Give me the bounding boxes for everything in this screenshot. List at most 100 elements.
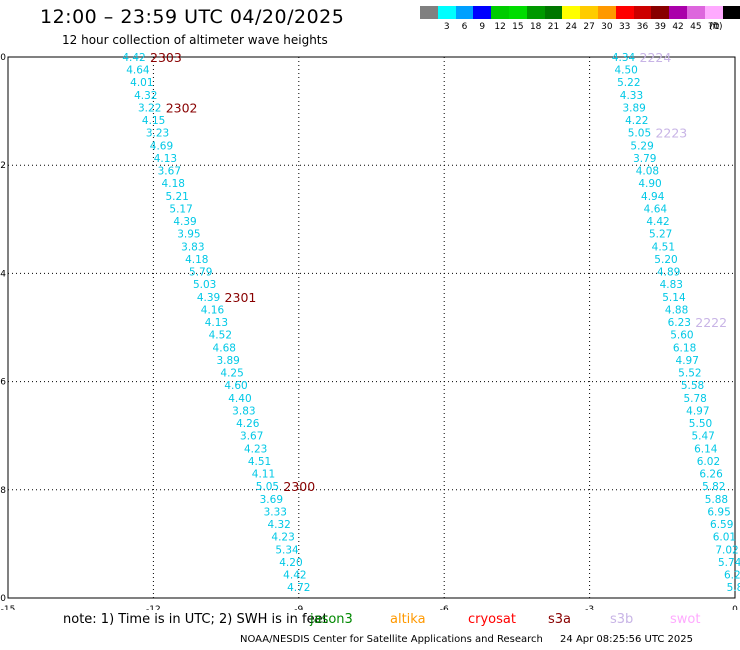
wave-height-label: 4.23	[244, 443, 267, 455]
legend-cell: 9	[473, 6, 492, 32]
legend-swatch	[615, 6, 634, 19]
wave-height-label: 4.97	[686, 405, 709, 417]
wave-height-label: 5.22	[617, 77, 640, 89]
legend-cell: 42	[669, 6, 687, 32]
wave-height-label: 4.97	[676, 355, 699, 367]
pass-time-label: 2223	[655, 126, 687, 141]
legend-swatch	[633, 6, 652, 19]
legend-swatch	[722, 6, 740, 19]
legend-cell: 33	[615, 6, 634, 32]
wave-height-label: 4.11	[252, 469, 275, 481]
wave-height-label: 3.95	[177, 229, 200, 241]
wave-height-label: 4.34	[612, 52, 636, 64]
wave-height-label: 5.8	[727, 582, 740, 594]
wave-height-label: 4.15	[142, 115, 165, 127]
wave-height-label: 4.88	[665, 304, 688, 316]
legend-swatch	[420, 6, 438, 19]
legend-cell: 6	[455, 6, 474, 32]
wave-height-label: 5.60	[670, 330, 693, 342]
legend-cell: 21	[544, 6, 563, 32]
legend-swatch	[544, 6, 563, 19]
legend-label: 24	[565, 22, 577, 32]
wave-height-label: 6.18	[673, 342, 696, 354]
lat-tick-label: -22	[0, 161, 6, 171]
pass-time-label: 2301	[225, 290, 257, 305]
legend-swatch	[508, 6, 527, 19]
wave-height-label: 4.40	[228, 393, 251, 405]
legend-label: 30	[601, 22, 613, 32]
legend-cell	[722, 6, 740, 32]
page-subtitle: 12 hour collection of altimeter wave hei…	[62, 33, 328, 47]
wave-height-label: 4.42	[283, 570, 306, 582]
page-title: 12:00 – 23:59 UTC 04/20/2025	[40, 6, 345, 28]
wave-height-label: 4.50	[614, 65, 637, 77]
legend-label: 33	[618, 22, 631, 32]
wave-height-label: 4.25	[220, 368, 243, 380]
wave-height-label: 6.2	[724, 570, 740, 582]
wave-height-label: 4.64	[126, 65, 150, 77]
wave-height-label: 4.69	[150, 140, 173, 152]
map-frame	[7, 56, 736, 599]
legend-swatch	[669, 6, 687, 19]
lon-tick-label: 0	[732, 605, 738, 610]
footer-credit: NOAA/NESDIS Center for Satellite Applica…	[240, 634, 543, 645]
lon-tick-label: -12	[146, 605, 161, 610]
pass-time-label: 2302	[166, 100, 198, 115]
wave-height-label: 3.67	[240, 431, 263, 443]
wave-height-label: 5.52	[678, 368, 701, 380]
wave-height-label: 5.21	[165, 191, 188, 203]
wave-height-label: 4.23	[271, 532, 294, 544]
footer: NOAA/NESDIS Center for Satellite Applica…	[240, 634, 693, 645]
legend-label: 36	[636, 22, 649, 32]
legend-swatch	[580, 6, 598, 19]
legend-swatch	[597, 6, 616, 19]
wave-height-label: 4.22	[625, 115, 648, 127]
wave-height-label: 4.42	[646, 216, 669, 228]
legend-cell: 15	[508, 6, 527, 32]
pass-time-label: 2300	[283, 479, 315, 494]
legend-cell	[420, 6, 438, 32]
pass-time-label: 2224	[640, 50, 672, 65]
wave-height-label: 4.32	[267, 519, 290, 531]
wave-height-label: 5.74	[718, 557, 740, 569]
wave-height-label: 4.16	[201, 304, 225, 316]
wave-height-label: 3.89	[216, 355, 239, 367]
wave-height-label: 4.83	[660, 279, 683, 291]
wave-height-label: 4.08	[636, 166, 659, 178]
mission-altika: altika	[390, 612, 426, 627]
legend-label: 21	[547, 22, 560, 32]
legend-label: 70	[707, 22, 720, 32]
wave-height-label: 3.67	[158, 166, 181, 178]
lon-tick-label: -9	[294, 605, 303, 610]
wave-height-label: 6.02	[697, 456, 720, 468]
legend-cell: 39	[651, 6, 670, 32]
wave-height-label: 7.02	[715, 544, 738, 556]
wave-height-label: 4.52	[209, 330, 232, 342]
wave-height-label: 5.58	[681, 380, 704, 392]
legend-label: 3	[443, 22, 450, 32]
wave-height-label: 6.14	[694, 443, 718, 455]
wave-height-label: 5.88	[705, 494, 728, 506]
wave-height-label: 6.26	[699, 469, 723, 481]
lon-tick-label: -3	[585, 605, 594, 610]
legend-label: 42	[672, 22, 684, 32]
wave-height-label: 4.13	[205, 317, 228, 329]
wave-height-label: 4.39	[173, 216, 196, 228]
legend-label: 12	[494, 22, 506, 32]
wave-height-label: 4.60	[224, 380, 247, 392]
legend-label: 6	[461, 22, 468, 32]
mission-legend: jason3 altika cryosat s3a s3b swot	[0, 612, 740, 630]
wave-height-label: 5.05	[628, 128, 651, 140]
lat-tick-label: -26	[0, 378, 6, 388]
wave-height-label: 4.18	[185, 254, 208, 266]
wave-height-label: 3.79	[633, 153, 656, 165]
wave-height-label: 4.32	[134, 90, 157, 102]
wave-height-label: 4.33	[620, 90, 643, 102]
legend-swatch	[651, 6, 670, 19]
lon-tick-label: -15	[1, 605, 16, 610]
mission-cryosat: cryosat	[468, 612, 516, 627]
wave-height-label: 4.51	[652, 241, 675, 253]
mission-jason3: jason3	[310, 612, 353, 627]
wave-height-label: 4.01	[130, 77, 153, 89]
wave-height-label: 5.03	[193, 279, 216, 291]
